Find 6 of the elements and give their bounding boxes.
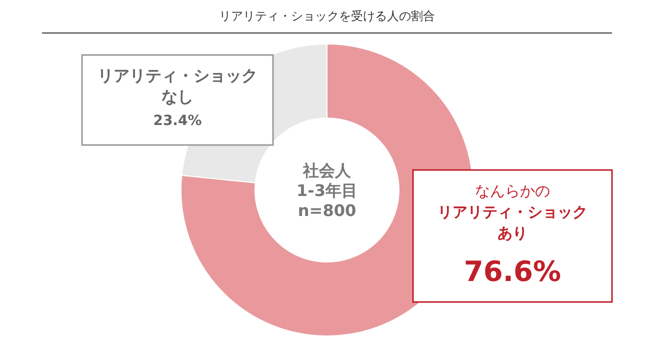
data-label: 23.4%	[153, 113, 202, 129]
text: 社会人 1-3年目 n=800	[296, 161, 358, 220]
slice-label: なんらかのリアリティ・ショックあり	[438, 182, 588, 242]
data-label: 76.6%	[464, 255, 562, 288]
chart-title: リアリティ・ショックを受ける人の割合	[219, 9, 435, 23]
slice-label: リアリティ・ショックなし	[98, 66, 258, 106]
